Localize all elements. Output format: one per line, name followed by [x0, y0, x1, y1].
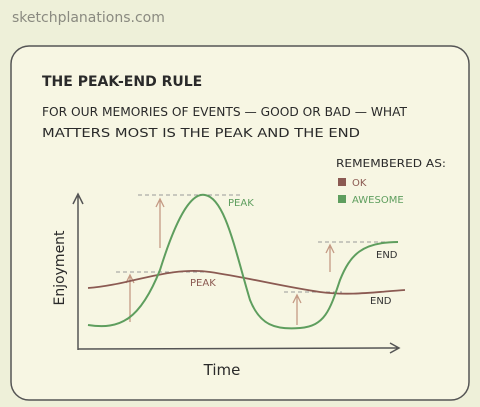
annotation: END	[370, 296, 392, 307]
legend-swatch	[338, 178, 346, 186]
legend-item: OK	[352, 178, 367, 189]
y-axis-label: Enjoyment	[52, 230, 68, 306]
awesome-curve	[87, 193, 399, 330]
annotation: END	[376, 250, 398, 261]
ok-curve	[87, 269, 406, 295]
annotation: PEAK	[190, 278, 216, 289]
annotation: PEAK	[228, 198, 254, 209]
legend-item: AWESOME	[352, 195, 404, 206]
x-axis	[77, 342, 401, 354]
card	[10, 45, 470, 401]
legend-title: REMEMBERED AS:	[336, 157, 446, 170]
arrow	[292, 293, 302, 325]
arrow	[325, 243, 335, 272]
axes	[72, 192, 401, 354]
y-axis	[72, 192, 84, 350]
arrow	[155, 197, 165, 248]
legend-swatch	[338, 195, 346, 203]
title: THE PEAK-END RULE	[42, 74, 202, 90]
site-name: sketchplanations.com	[12, 10, 165, 26]
subtitle-line: FOR OUR MEMORIES OF EVENTS — GOOD OR BAD…	[42, 105, 408, 119]
x-axis-label: Time	[203, 361, 241, 379]
subtitle-line: MATTERS MOST IS THE PEAK AND THE END	[42, 126, 360, 140]
